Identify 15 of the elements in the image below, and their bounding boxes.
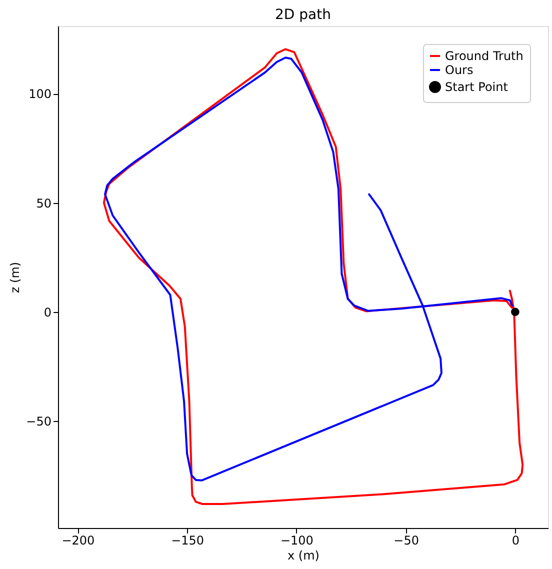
y-tick-label: 100 xyxy=(28,87,52,102)
x-tick-label: −50 xyxy=(394,534,419,548)
x-tick-label: −200 xyxy=(62,534,95,548)
y-tick-label: 0 xyxy=(44,305,52,320)
x-tick-label: −150 xyxy=(171,534,204,548)
x-tick-label: −100 xyxy=(280,534,314,548)
x-tick-label: 0 xyxy=(512,534,520,548)
legend-label: Ground Truth xyxy=(445,49,524,63)
legend-label: Ours xyxy=(445,63,474,77)
y-axis-title: z (m) xyxy=(8,262,22,294)
x-axis-title: x (m) xyxy=(288,548,320,562)
chart-title: 2D path xyxy=(275,7,331,23)
y-tick-label: 50 xyxy=(36,196,52,210)
y-tick-label: −50 xyxy=(26,414,52,429)
legend-label: Start Point xyxy=(445,80,508,94)
